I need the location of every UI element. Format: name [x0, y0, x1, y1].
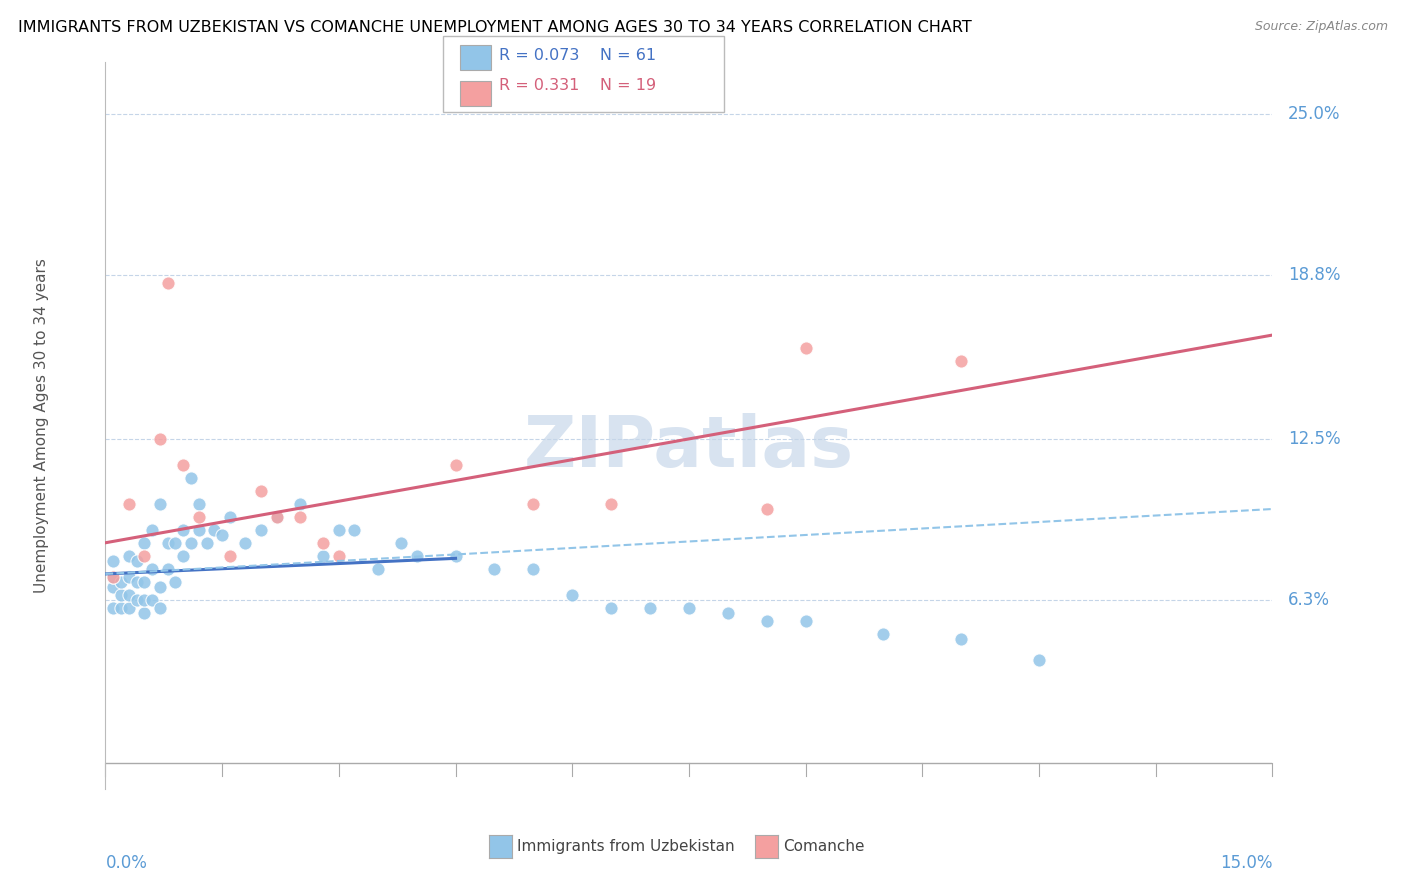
Point [187, 509, 209, 524]
Point [141, 523, 163, 537]
Point [678, 600, 700, 615]
Point [180, 535, 202, 549]
Text: R = 0.073    N = 61: R = 0.073 N = 61 [499, 48, 657, 63]
Point [134, 574, 156, 589]
Point [187, 523, 209, 537]
Point [165, 535, 187, 549]
Point [110, 574, 132, 589]
Point [156, 562, 179, 576]
Point [235, 535, 257, 549]
Point [794, 614, 817, 628]
Point [522, 497, 544, 511]
Point [312, 535, 335, 549]
Point [103, 580, 125, 594]
Point [172, 549, 194, 563]
Point [266, 509, 288, 524]
Text: 12.5%: 12.5% [1288, 430, 1340, 448]
Point [250, 483, 273, 498]
Point [172, 523, 194, 537]
Point [125, 593, 148, 607]
Point [195, 535, 218, 549]
Point [288, 497, 311, 511]
Point [343, 523, 366, 537]
Point [266, 509, 288, 524]
Point [156, 535, 179, 549]
Point [134, 593, 156, 607]
Point [950, 632, 973, 646]
Point [219, 549, 242, 563]
Point [219, 509, 242, 524]
Point [444, 549, 467, 563]
Point [444, 458, 467, 472]
Point [103, 600, 125, 615]
Point [110, 600, 132, 615]
Point [134, 549, 156, 563]
Point [950, 354, 973, 368]
Text: 6.3%: 6.3% [1288, 591, 1330, 609]
Point [561, 588, 583, 602]
Point [312, 549, 335, 563]
Point [794, 341, 817, 355]
Text: 0.0%: 0.0% [105, 855, 148, 872]
Point [141, 593, 163, 607]
Text: Immigrants from Uzbekistan: Immigrants from Uzbekistan [517, 839, 735, 854]
Point [118, 600, 141, 615]
Point [149, 497, 172, 511]
Point [202, 523, 225, 537]
Text: 25.0%: 25.0% [1288, 105, 1340, 123]
Point [600, 600, 623, 615]
Point [328, 523, 350, 537]
Point [149, 580, 172, 594]
Point [389, 535, 412, 549]
Point [149, 432, 172, 446]
Point [134, 535, 156, 549]
Text: ZIPatlas: ZIPatlas [524, 413, 853, 483]
Point [1028, 652, 1050, 666]
Point [156, 276, 179, 290]
Point [172, 458, 194, 472]
Point [250, 523, 273, 537]
Point [165, 574, 187, 589]
Point [484, 562, 506, 576]
Point [180, 471, 202, 485]
Point [103, 569, 125, 583]
Point [118, 588, 141, 602]
Point [288, 509, 311, 524]
Point [118, 569, 141, 583]
Text: Source: ZipAtlas.com: Source: ZipAtlas.com [1254, 20, 1388, 33]
Point [600, 497, 623, 511]
Text: IMMIGRANTS FROM UZBEKISTAN VS COMANCHE UNEMPLOYMENT AMONG AGES 30 TO 34 YEARS CO: IMMIGRANTS FROM UZBEKISTAN VS COMANCHE U… [18, 20, 972, 35]
Point [103, 554, 125, 568]
Point [522, 562, 544, 576]
Point [211, 528, 233, 542]
Text: Comanche: Comanche [783, 839, 865, 854]
Point [328, 549, 350, 563]
Point [638, 600, 661, 615]
Point [367, 562, 389, 576]
Point [125, 554, 148, 568]
Point [141, 562, 163, 576]
Point [103, 569, 125, 583]
Point [187, 497, 209, 511]
Text: 18.8%: 18.8% [1288, 267, 1340, 285]
Point [125, 574, 148, 589]
Point [134, 606, 156, 620]
Point [405, 549, 427, 563]
Point [872, 626, 894, 640]
Text: Unemployment Among Ages 30 to 34 years: Unemployment Among Ages 30 to 34 years [34, 259, 49, 593]
Point [717, 606, 740, 620]
Point [755, 614, 778, 628]
Point [110, 588, 132, 602]
Text: 15.0%: 15.0% [1220, 855, 1272, 872]
Point [118, 549, 141, 563]
Point [149, 600, 172, 615]
Point [755, 502, 778, 516]
Text: R = 0.331    N = 19: R = 0.331 N = 19 [499, 78, 657, 94]
Point [118, 497, 141, 511]
